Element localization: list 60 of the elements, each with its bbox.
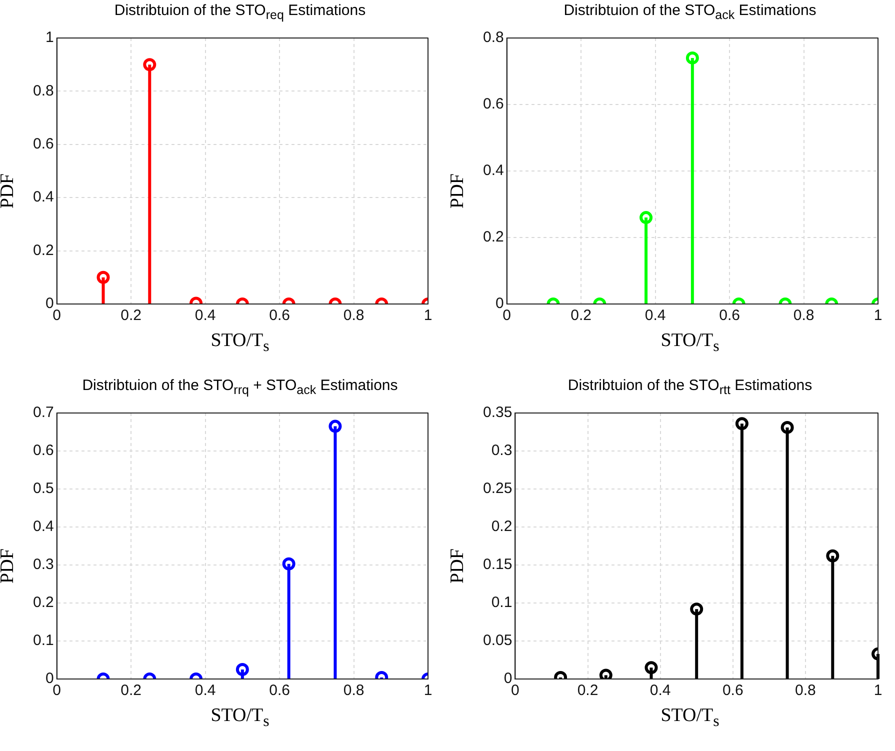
y-tick-label: 0.6: [482, 96, 504, 113]
chart-title: Distribtuion of the STO$_{rrq}$ + STO$_{ack}$ Estimations: [81, 377, 399, 397]
y-axis-title: PDF: [447, 172, 469, 210]
x-tick-label: 0.8: [793, 307, 814, 324]
y-tick-label: 0.1: [32, 632, 54, 650]
x-axis-title: STO/T$_{s}$: [210, 705, 270, 731]
y-tick-label: 0.1: [491, 594, 512, 612]
y-tick-label: 0.6: [32, 136, 54, 153]
x-tick-label: 0.8: [343, 682, 364, 700]
x-tick-label: 0.4: [194, 682, 216, 700]
x-tick-label: 1: [874, 682, 882, 700]
y-tick-label: 0.4: [32, 188, 54, 206]
x-tick-label: 0.2: [577, 682, 598, 700]
y-tick-label: 0.8: [482, 29, 504, 46]
y-tick-label: 0: [46, 295, 54, 312]
x-tick-label: 1: [874, 307, 882, 324]
y-tick-label: 0.3: [491, 442, 512, 460]
x-tick-label: 0.4: [194, 307, 216, 324]
y-tick-label: 0: [504, 670, 512, 688]
y-tick-label: 0.7: [32, 404, 54, 422]
point: [599, 668, 612, 679]
chart-title: Distribtuion of the STO$_{rtt}$ Estimations: [566, 377, 814, 397]
y-tick-label: 0.2: [482, 228, 504, 246]
y-tick-label: 0: [46, 670, 54, 688]
y-tick-label: 0.2: [491, 518, 512, 536]
x-tick-label: 0.6: [269, 682, 290, 700]
x-tick-label: 0.8: [343, 307, 364, 324]
y-tick-label: 0.2: [32, 242, 54, 259]
x-tick-label: 0.8: [795, 682, 816, 700]
x-tick-label: 0.4: [650, 682, 671, 700]
x-tick-label: 0.6: [269, 307, 290, 324]
x-tick-label: 0.2: [120, 307, 142, 324]
x-tick-label: 1: [424, 307, 432, 324]
chart-title: Distribtuion of the STO$_{req}$ Estimations: [113, 2, 367, 22]
chart-title: Distribtuion of the STO$_{ack}$ Estimations: [562, 2, 818, 22]
y-tick-label: 0: [496, 295, 504, 312]
y-axis-title: PDF: [0, 548, 19, 586]
x-axis-title: STO/T$_{s}$: [210, 330, 270, 356]
y-tick-label: 0.8: [32, 82, 54, 100]
y-tick-label: 0.3: [32, 556, 54, 574]
y-tick-label: 1: [46, 29, 54, 46]
x-axis-title: STO/T$_{s}$: [660, 705, 720, 731]
y-tick-label: 0.35: [482, 404, 512, 422]
y-tick-label: 0.4: [32, 518, 54, 536]
y-tick-label: 0.5: [32, 480, 54, 498]
y-tick-label: 0.2: [32, 594, 54, 612]
y-axis-title: PDF: [0, 172, 19, 210]
x-tick-label: 0.2: [120, 682, 142, 700]
x-tick-label: 0.4: [644, 307, 666, 324]
y-tick-label: 0.25: [482, 480, 512, 498]
y-axis-title: PDF: [447, 548, 469, 586]
y-tick-label: 0.15: [482, 556, 512, 574]
x-tick-label: 0.6: [722, 682, 744, 700]
y-tick-label: 0.4: [482, 162, 504, 180]
x-tick-label: 0.2: [570, 307, 592, 324]
x-tick-label: 1: [424, 682, 432, 700]
y-tick-label: 0.05: [482, 632, 512, 650]
y-tick-label: 0.6: [32, 442, 54, 460]
x-axis-title: STO/T$_{s}$: [660, 330, 720, 356]
x-tick-label: 0.6: [719, 307, 740, 324]
